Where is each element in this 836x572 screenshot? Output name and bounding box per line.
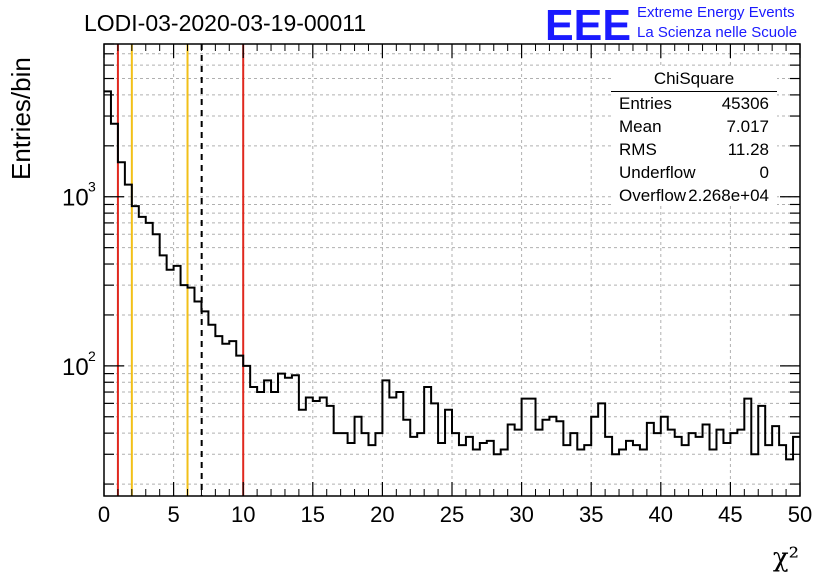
x-tick-label: 20 (370, 502, 394, 527)
stats-label: Overflow (619, 186, 687, 205)
x-tick-label: 45 (718, 502, 742, 527)
y-tick-exponent: 2 (88, 348, 96, 364)
stats-value: 11.28 (727, 140, 769, 159)
reference-lines (116, 44, 245, 496)
y-axis-label: Entries/bin (6, 57, 36, 180)
y-tick-label: 10 (62, 354, 89, 381)
x-tick-label: 50 (788, 502, 812, 527)
x-tick-label: 25 (440, 502, 464, 527)
chart-title: LODI-03-2020-03-19-00011 (84, 10, 367, 36)
stats-value: 0 (759, 163, 769, 182)
x-tick-label: 10 (231, 502, 255, 527)
eee-logo: EEE (545, 2, 631, 44)
stats-value: 45306 (721, 94, 769, 113)
x-tick-label: 40 (649, 502, 673, 527)
y-tick-exponent: 3 (88, 179, 96, 195)
x-tick-labels: 0 5 10 15 20 25 30 35 40 45 50 (98, 502, 812, 527)
x-axis-label: χ² (773, 543, 799, 572)
stats-value: 7.017 (726, 117, 769, 136)
axis-ticks (103, 43, 801, 496)
stats-label: Underflow (619, 163, 696, 182)
x-tick-label: 30 (509, 502, 533, 527)
grid-lines (104, 43, 800, 496)
x-tick-label: 15 (301, 502, 325, 527)
y-tick-label: 10 (62, 185, 89, 212)
histogram-line (104, 90, 800, 461)
logo-line-1: Extreme Energy Events (637, 4, 795, 21)
stats-title: ChiSquare (653, 69, 735, 88)
eee-logo-text: EEE (545, 2, 631, 44)
logo-line-2: La Scienza nelle Scuole (637, 24, 798, 41)
x-tick-label: 5 (167, 502, 179, 527)
x-tick-label: 35 (579, 502, 603, 527)
stats-label: Mean (619, 117, 662, 136)
stats-value: 2.268e+04 (688, 186, 769, 205)
stats-label: RMS (619, 140, 657, 159)
stats-box: ChiSquare Entries 45306 Mean 7.017 RMS 1… (611, 66, 777, 206)
stats-label: Entries (619, 94, 672, 113)
x-tick-label: 0 (98, 502, 110, 527)
stats-divider (611, 91, 777, 92)
